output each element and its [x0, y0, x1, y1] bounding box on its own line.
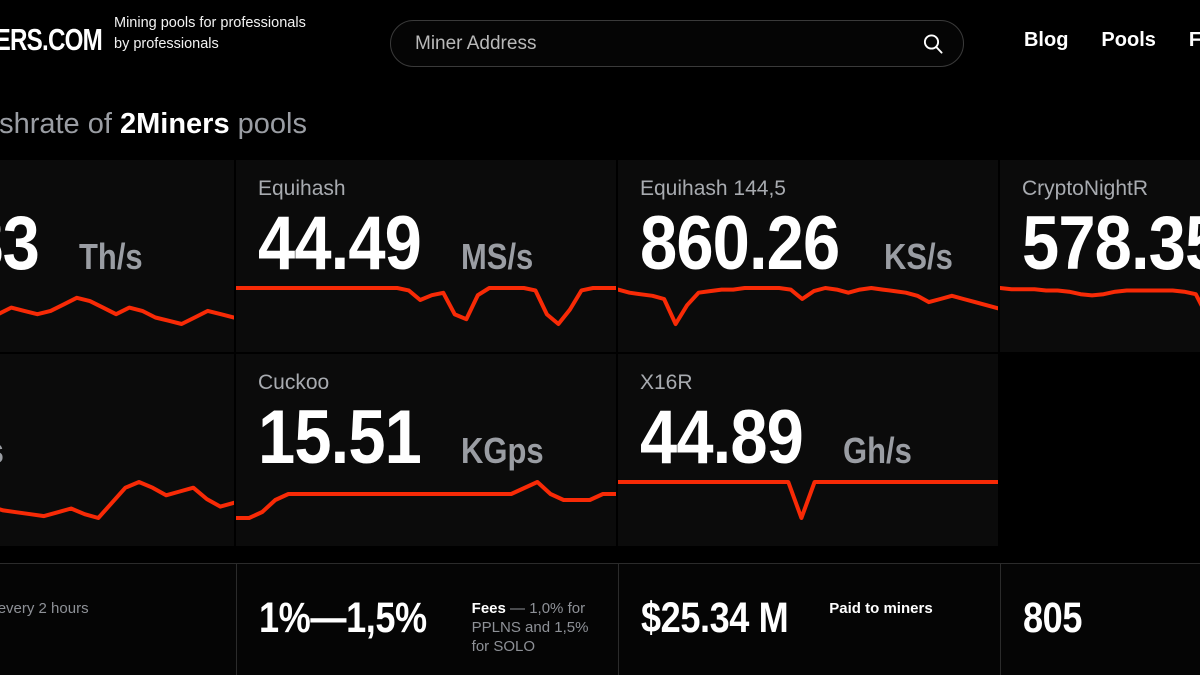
feature-cell-paid-to-miners: $25.34 M Paid to miners	[618, 564, 1000, 675]
card-value-row: 87.83 Th/s	[0, 204, 212, 284]
hashrate-card[interactable]: CryptoNightR 578.35H/s	[1000, 160, 1200, 352]
feature-value: 1%—1,5%	[259, 594, 427, 642]
hashrate-card-grid: Ethash87.83Th/sEquihash44.49MS/sEquihash…	[0, 160, 1200, 546]
card-value-row: 3Gh/s	[0, 398, 212, 478]
hashrate-card[interactable]: Ethash 3Gh/s	[0, 354, 234, 546]
card-hashrate-unit: KGps	[461, 430, 544, 472]
nav-item-faq[interactable]: FAQ	[1188, 29, 1200, 51]
card-hashrate-value: 44.49	[258, 201, 422, 287]
page-title-brand: 2Miners	[119, 108, 230, 140]
page-title: Hashrate of 2Miners pools	[0, 108, 307, 141]
page-title-suffix: pools	[229, 108, 307, 140]
card-value-row: 44.49 MS/s	[258, 204, 594, 284]
card-hashrate-value: 87.83	[0, 201, 40, 287]
hashrate-card[interactable]: Ethash87.83 Th/s	[0, 160, 234, 352]
card-algo-label: Equihash 144,5	[640, 177, 786, 200]
feature-cell-payouts: Regular payouts every 2 hours	[0, 564, 236, 675]
hashrate-card[interactable]: X16R 44.89 Gh/s	[618, 354, 998, 546]
miner-address-search[interactable]	[390, 20, 964, 67]
card-algo-label: Cuckoo	[258, 371, 330, 394]
card-hashrate-value: 15.51	[258, 395, 422, 481]
card-hashrate-unit: Gh/s	[0, 430, 4, 472]
feature-value: $25.34 M	[641, 594, 789, 642]
card-hashrate-unit: KS/s	[884, 236, 954, 278]
card-hashrate-unit: MS/s	[461, 236, 534, 278]
card-hashrate-unit: Th/s	[79, 236, 143, 278]
nav-item-pools[interactable]: Pools	[1101, 29, 1156, 51]
search-icon[interactable]	[921, 32, 945, 56]
card-value-row: 44.89 Gh/s	[640, 398, 976, 478]
main-nav: Blog Pools FAQ	[1024, 29, 1200, 52]
search-input[interactable]	[415, 21, 895, 66]
card-algo-label: X16R	[640, 371, 693, 394]
card-value-row: 860.26 KS/s	[640, 204, 976, 284]
card-sparkline	[1000, 286, 1200, 307]
card-sparkline	[0, 480, 234, 520]
feature-description: Paid to miners	[829, 600, 933, 617]
card-hashrate-value: 860.26	[640, 201, 840, 287]
feature-bar: Regular payouts every 2 hours 1%—1,5% Fees…	[0, 563, 1200, 675]
card-hashrate-value: 44.89	[640, 395, 804, 481]
card-sparkline	[618, 480, 998, 520]
card-sparkline	[618, 286, 998, 326]
feature-description: Regular payouts every 2 hours	[0, 600, 89, 617]
site-header: 2MINERS.COM Mining pools for professiona…	[0, 0, 1200, 86]
page-title-prefix: Hashrate of	[0, 108, 112, 140]
nav-item-blog[interactable]: Blog	[1023, 29, 1069, 51]
card-hashrate-value: 578.35	[1022, 201, 1200, 287]
hashrate-card[interactable]: Cuckoo 15.51 KGps	[236, 354, 616, 546]
card-algo-label: Ethash	[0, 371, 212, 394]
card-sparkline	[236, 480, 616, 520]
site-tagline: Mining pools for professionals by profes…	[114, 15, 306, 52]
card-sparkline	[0, 295, 234, 326]
card-value-row: 15.51 KGps	[258, 398, 594, 478]
site-logo[interactable]: 2MINERS.COM	[0, 22, 103, 57]
feature-cell-fees: 1%—1,5% Fees — 1,0% for PPLNS and 1,5% fo…	[236, 564, 618, 675]
feature-cell-blocks: 805	[1000, 564, 1200, 675]
card-value-row: 578.35H/s	[1022, 204, 1200, 284]
card-algo-label: CryptoNightR	[1022, 177, 1149, 200]
card-algo-label: Ethash	[0, 177, 212, 200]
hashrate-card[interactable]: Equihash 44.49 MS/s	[236, 160, 616, 352]
hashrate-card[interactable]: Equihash 144,5 860.26 KS/s	[618, 160, 998, 352]
card-algo-label: Equihash	[258, 177, 346, 200]
feature-value: 805	[1023, 594, 1083, 642]
card-hashrate-unit: Gh/s	[843, 430, 913, 472]
feature-description: Fees — 1,0% for PPLNS and 1,5% for SOLO	[471, 600, 589, 655]
card-sparkline	[236, 286, 616, 326]
